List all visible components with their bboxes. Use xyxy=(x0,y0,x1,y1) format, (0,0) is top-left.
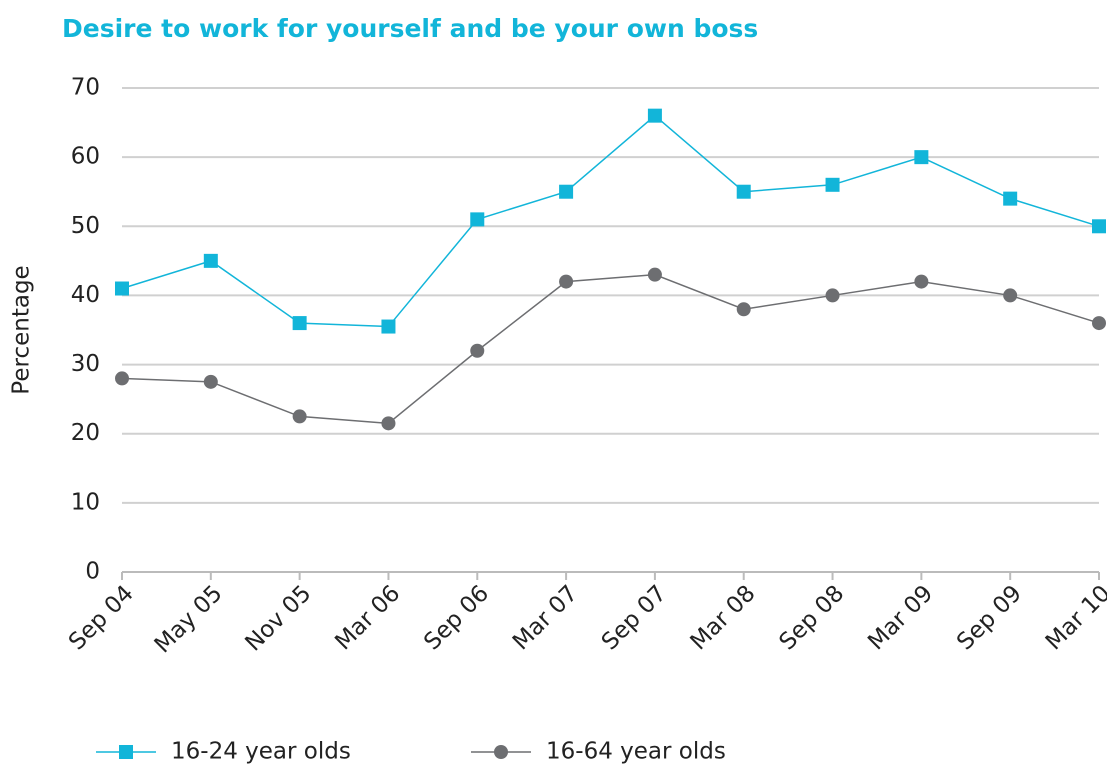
point xyxy=(1003,191,1018,206)
point xyxy=(825,177,840,192)
legend-marker xyxy=(494,745,508,759)
point xyxy=(559,274,574,289)
y-tick-label: 40 xyxy=(71,282,100,308)
point xyxy=(1092,219,1106,234)
y-tick-label: 60 xyxy=(71,144,100,170)
point xyxy=(115,371,129,386)
point xyxy=(914,150,929,165)
x-tick-label: Sep 04 xyxy=(64,580,139,655)
y-tick-label: 20 xyxy=(71,420,100,446)
x-tick-label: Mar 07 xyxy=(508,580,583,655)
point xyxy=(825,288,840,303)
point xyxy=(381,416,396,431)
x-tick-label: Sep 07 xyxy=(597,580,672,655)
x-tick-label: Sep 09 xyxy=(952,580,1027,655)
series-line xyxy=(121,273,1100,425)
x-tick-label: May 05 xyxy=(150,580,228,658)
point xyxy=(470,343,485,358)
x-tick-label: Sep 08 xyxy=(774,580,849,655)
x-tick-label: Mar 10 xyxy=(1041,580,1107,655)
point xyxy=(470,212,485,227)
point xyxy=(736,184,751,199)
point xyxy=(203,374,218,389)
point xyxy=(559,184,574,199)
y-axis-label: Percentage xyxy=(9,265,35,394)
point xyxy=(736,302,751,317)
point xyxy=(647,108,662,123)
x-tick-label: Sep 06 xyxy=(419,580,494,655)
y-tick-label: 50 xyxy=(71,213,100,239)
point xyxy=(1092,316,1106,331)
point xyxy=(292,409,307,424)
y-tick-label: 0 xyxy=(85,559,100,585)
legend-label: 16-64 year olds xyxy=(546,739,726,765)
x-tick-label: Mar 08 xyxy=(686,580,761,655)
y-tick-label: 10 xyxy=(71,489,100,515)
series-line xyxy=(121,114,1100,328)
legend-marker xyxy=(119,745,133,759)
point xyxy=(115,281,129,296)
point xyxy=(381,319,396,334)
y-tick-label: 70 xyxy=(71,75,100,101)
point xyxy=(647,267,662,282)
x-tick-label: Nov 05 xyxy=(240,580,316,656)
point xyxy=(1003,288,1018,303)
x-tick-label: Mar 06 xyxy=(330,580,405,655)
legend-label: 16-24 year olds xyxy=(171,739,351,765)
point xyxy=(914,274,929,289)
y-tick-label: 30 xyxy=(71,351,100,377)
x-tick-label: Mar 09 xyxy=(863,580,938,655)
point xyxy=(292,316,307,331)
point xyxy=(203,253,218,268)
chart-title: Desire to work for yourself and be your … xyxy=(62,14,758,43)
